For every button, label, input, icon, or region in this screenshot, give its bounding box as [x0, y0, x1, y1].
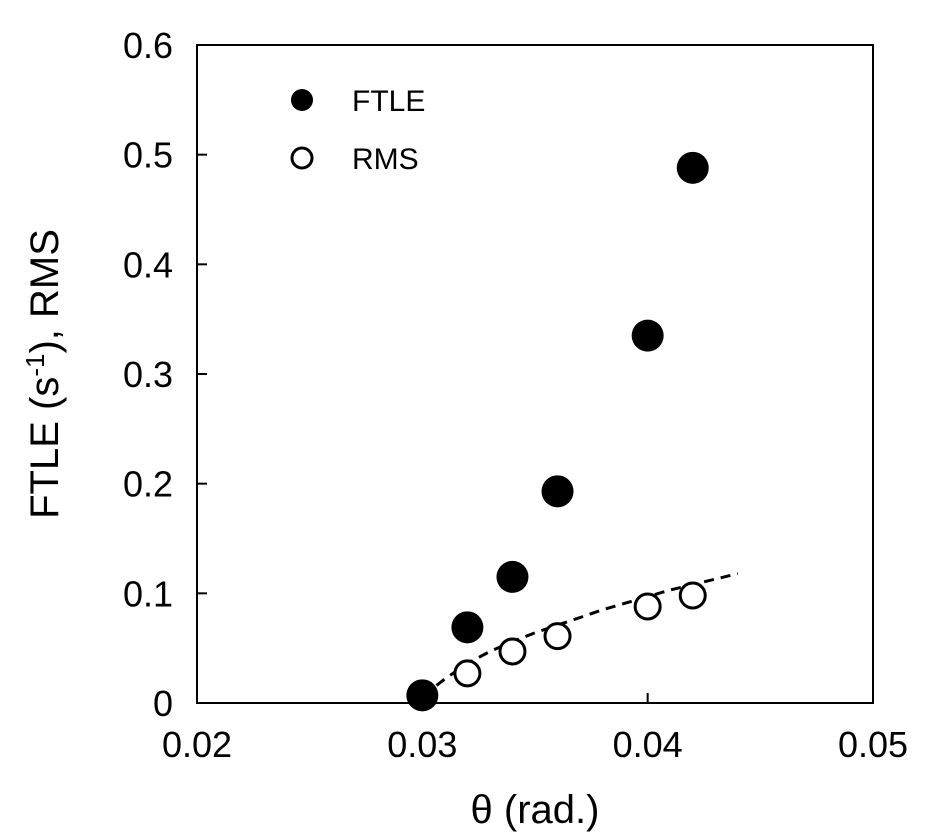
ftle-point: [451, 611, 484, 644]
ftle-point: [631, 319, 664, 352]
ftle-point: [496, 560, 529, 593]
y-tick-label: 0.1: [123, 573, 173, 614]
y-tick-label: 0.6: [123, 25, 173, 66]
x-tick-label: 0.04: [613, 724, 683, 765]
legend-marker-ftle: [291, 89, 313, 111]
legend-marker-rms: [290, 146, 314, 170]
axis-ticks: 0.02 0.03 0.04 0.05 0 0.1 0.2 0.3 0.4 0.5 0.6: [123, 25, 908, 765]
ftle-point: [676, 151, 709, 184]
y-tick-label: 0.3: [123, 354, 173, 395]
legend: FTLE RMS: [290, 85, 425, 176]
ftle-point: [406, 679, 439, 712]
y-axis-title: FTLE (s-1), RMS: [20, 229, 67, 519]
y-tick-label: 0: [153, 683, 173, 724]
ftle-point: [541, 475, 574, 508]
x-axis-title: θ (rad.): [471, 788, 600, 832]
plot-frame: [196, 44, 874, 704]
x-tick-label: 0.05: [838, 724, 908, 765]
data-points: [406, 151, 709, 712]
legend-label-ftle: FTLE: [352, 85, 425, 118]
x-tick-label: 0.03: [387, 724, 457, 765]
y-tick-label: 0.2: [123, 464, 173, 505]
legend-label-rms: RMS: [352, 143, 419, 176]
y-tick-label: 0.5: [123, 135, 173, 176]
rms-point: [498, 637, 527, 666]
rms-point: [633, 592, 662, 621]
rms-point: [453, 659, 482, 688]
y-axis-title-suffix: ), RMS: [23, 229, 67, 353]
y-tick-label: 0.4: [123, 244, 173, 285]
y-axis-title-prefix: FTLE (s: [23, 377, 67, 519]
rms-point: [678, 581, 707, 610]
y-axis-title-superscript: -1: [20, 354, 50, 377]
x-tick-label: 0.02: [162, 724, 232, 765]
rms-point: [543, 622, 572, 651]
